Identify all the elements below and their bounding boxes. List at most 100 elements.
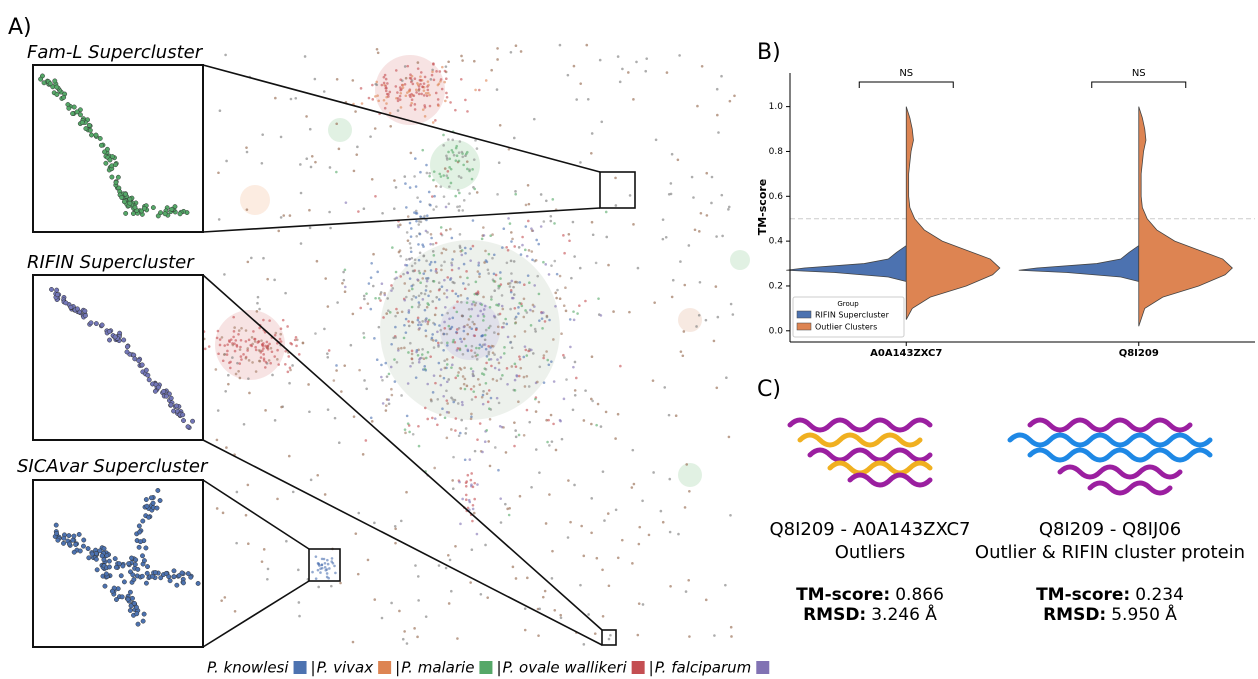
inset-node bbox=[82, 308, 88, 314]
node bbox=[406, 271, 410, 275]
node bbox=[470, 349, 473, 352]
inset-node bbox=[161, 388, 167, 394]
node bbox=[505, 322, 509, 326]
node bbox=[530, 227, 533, 230]
node bbox=[490, 364, 493, 368]
node bbox=[560, 332, 563, 336]
inset-node bbox=[136, 544, 142, 550]
node bbox=[495, 379, 499, 383]
node bbox=[579, 583, 582, 587]
inset-node bbox=[140, 618, 146, 624]
node bbox=[501, 307, 505, 311]
node bbox=[417, 269, 421, 273]
node bbox=[370, 261, 373, 265]
node bbox=[419, 281, 422, 285]
node bbox=[407, 309, 411, 312]
node bbox=[548, 444, 551, 447]
node bbox=[469, 581, 472, 584]
half-violin bbox=[905, 106, 1001, 320]
node bbox=[266, 344, 270, 348]
node bbox=[433, 194, 436, 198]
x-tick-label: Q8I209 bbox=[1119, 348, 1159, 359]
node bbox=[449, 327, 453, 330]
inset-node bbox=[89, 132, 94, 138]
node bbox=[415, 350, 418, 354]
node bbox=[354, 532, 358, 535]
node bbox=[712, 339, 716, 343]
node bbox=[421, 348, 424, 351]
inset-node bbox=[93, 321, 99, 327]
node bbox=[484, 368, 488, 371]
node bbox=[661, 520, 665, 524]
node bbox=[487, 389, 491, 392]
node bbox=[410, 92, 413, 96]
node bbox=[498, 124, 502, 127]
node bbox=[299, 242, 303, 245]
inset-node bbox=[152, 570, 158, 575]
node bbox=[410, 284, 414, 288]
node bbox=[464, 432, 467, 435]
node bbox=[237, 332, 240, 336]
inset-node bbox=[132, 562, 138, 567]
inset-node bbox=[71, 533, 77, 539]
legend-swatch bbox=[631, 661, 645, 674]
node bbox=[547, 363, 551, 367]
node bbox=[582, 554, 586, 558]
node bbox=[398, 223, 402, 227]
node bbox=[472, 300, 475, 304]
node bbox=[619, 364, 622, 368]
node bbox=[637, 602, 641, 605]
node bbox=[425, 305, 429, 309]
inset-node bbox=[167, 578, 173, 584]
node bbox=[558, 297, 562, 301]
node bbox=[357, 511, 361, 515]
node bbox=[421, 320, 424, 323]
node bbox=[384, 84, 388, 88]
node bbox=[494, 273, 498, 277]
node bbox=[474, 354, 478, 358]
node bbox=[612, 310, 615, 313]
node bbox=[217, 171, 220, 175]
node bbox=[628, 194, 632, 197]
node bbox=[442, 348, 445, 352]
node bbox=[524, 348, 528, 352]
node bbox=[484, 79, 488, 82]
node bbox=[279, 340, 283, 343]
node bbox=[540, 311, 543, 315]
node bbox=[499, 521, 503, 524]
node bbox=[409, 151, 413, 155]
inset-node bbox=[106, 328, 112, 334]
node bbox=[389, 365, 393, 369]
node bbox=[414, 209, 418, 213]
legend-label: RIFIN Supercluster bbox=[815, 311, 890, 320]
node bbox=[311, 570, 314, 574]
node bbox=[676, 158, 680, 162]
node bbox=[470, 412, 473, 416]
node bbox=[373, 521, 376, 525]
node bbox=[391, 246, 394, 249]
node bbox=[486, 268, 490, 272]
node bbox=[407, 351, 410, 354]
node bbox=[223, 596, 227, 599]
inset-node bbox=[47, 81, 53, 87]
node bbox=[616, 556, 620, 560]
inset-node bbox=[141, 205, 147, 211]
node bbox=[636, 266, 640, 270]
annotation: NS bbox=[899, 68, 913, 79]
node bbox=[419, 215, 422, 218]
legend-swatch bbox=[796, 310, 812, 319]
node bbox=[442, 133, 445, 137]
node bbox=[457, 267, 461, 270]
node bbox=[630, 486, 634, 489]
node bbox=[607, 584, 611, 588]
node bbox=[462, 282, 465, 285]
node bbox=[704, 598, 708, 602]
node bbox=[555, 272, 559, 276]
node bbox=[387, 372, 391, 376]
node bbox=[470, 483, 473, 486]
inset-node bbox=[146, 514, 152, 520]
node bbox=[508, 285, 512, 288]
node bbox=[265, 340, 269, 344]
node bbox=[417, 223, 421, 226]
